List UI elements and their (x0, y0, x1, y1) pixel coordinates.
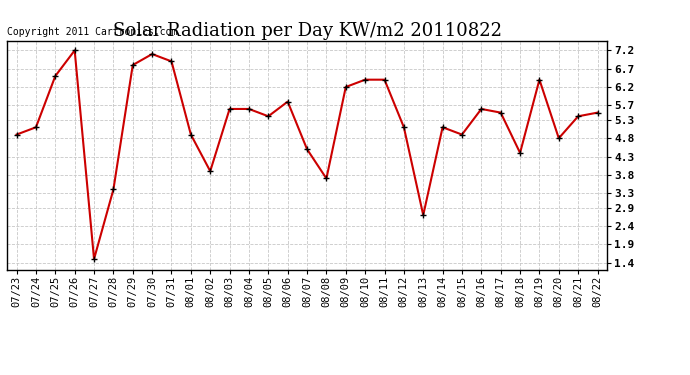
Text: Copyright 2011 Cartronics.com: Copyright 2011 Cartronics.com (7, 27, 177, 37)
Title: Solar Radiation per Day KW/m2 20110822: Solar Radiation per Day KW/m2 20110822 (112, 22, 502, 40)
